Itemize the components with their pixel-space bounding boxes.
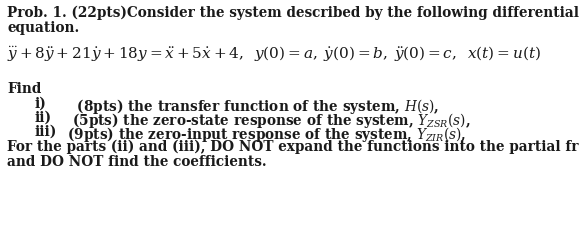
Text: (9pts) the zero-input response of the system, $Y_{ZIR}(s)$,: (9pts) the zero-input response of the sy… <box>58 124 466 143</box>
Text: For the parts (ii) and (iii), DO NOT expand the functions into the partial fract: For the parts (ii) and (iii), DO NOT exp… <box>7 139 579 154</box>
Text: i): i) <box>35 97 47 111</box>
Text: and DO NOT find the coefficients.: and DO NOT find the coefficients. <box>7 154 266 168</box>
Text: (8pts) the transfer function of the system, $H(s)$,: (8pts) the transfer function of the syst… <box>58 97 439 115</box>
Text: $\dddot{y} + 8\ddot{y} + 21\dot{y} + 18y = \ddot{x} + 5\dot{x} + 4, \;\; y(0) = : $\dddot{y} + 8\ddot{y} + 21\dot{y} + 18y… <box>7 44 541 63</box>
Text: iii): iii) <box>35 124 57 138</box>
Text: Prob. 1. (22pts)Consider the system described by the following differential: Prob. 1. (22pts)Consider the system desc… <box>7 6 579 20</box>
Text: Find: Find <box>7 82 41 95</box>
Text: equation.: equation. <box>7 21 79 35</box>
Text: (5pts) the zero-state response of the system, $Y_{ZSR}(s)$,: (5pts) the zero-state response of the sy… <box>58 111 471 129</box>
Text: ii): ii) <box>35 111 52 124</box>
